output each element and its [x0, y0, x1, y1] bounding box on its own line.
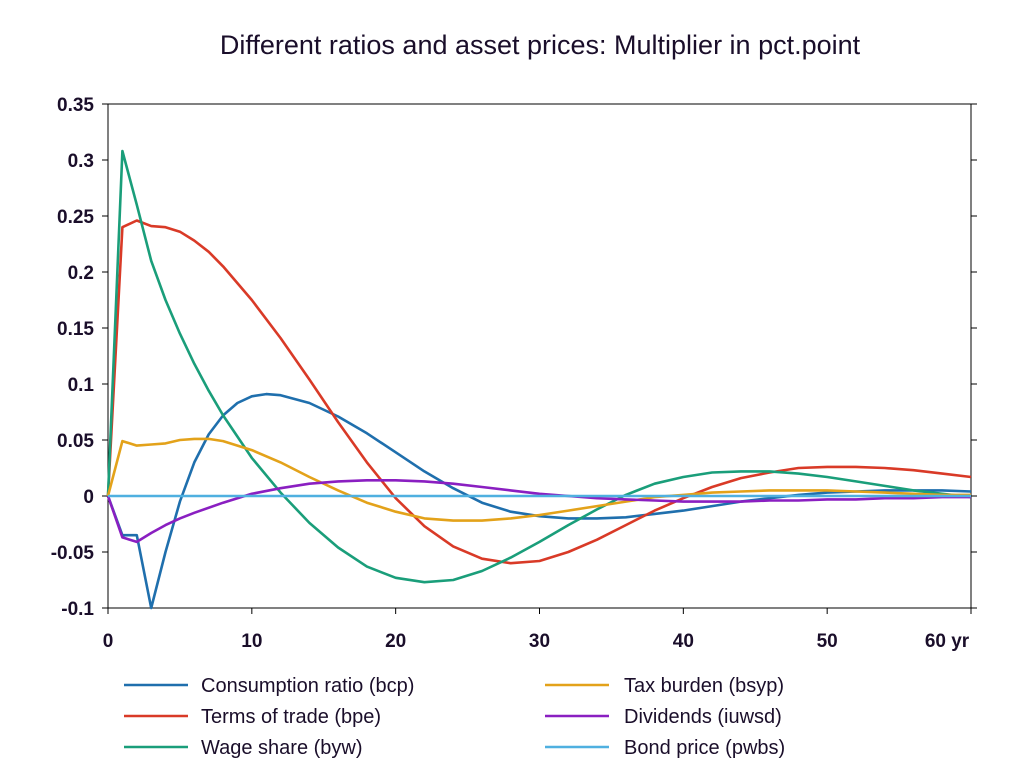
legend-label-wage-share-byw: Wage share (byw): [201, 737, 363, 759]
y-tick-label: 0.2: [68, 263, 94, 284]
legend-label-tax-burden-bsyp: Tax burden (bsyp): [624, 675, 784, 697]
series-line-wage-share-byw: [106, 149, 972, 584]
y-tick-label: 0.05: [57, 431, 94, 452]
legend: Consumption ratio (bcp) Terms of trade (b…: [124, 675, 785, 759]
chart-title: Different ratios and asset prices: Multi…: [219, 30, 861, 60]
series-line-dividends-iuwsd: [106, 478, 971, 544]
y-tick-label: 0.35: [57, 95, 94, 116]
x-tick-label: 50: [817, 631, 838, 652]
legend-label-dividends-iuwsd: Dividends (iuwsd): [624, 706, 782, 728]
x-axis: 0 10 20 30 40 50 60 yr: [103, 608, 972, 652]
legend-label-consumption-ratio-bcp: Consumption ratio (bcp): [201, 675, 414, 697]
x-tick-label: 30: [529, 631, 550, 652]
y-tick-label: -0.05: [51, 543, 95, 564]
y-tick-label: 0.25: [57, 207, 94, 228]
x-tick-label: 60 yr: [925, 631, 970, 652]
y-tick-label: 0: [83, 487, 94, 508]
series-line-terms-of-trade-bpe: [106, 219, 972, 565]
plot-frame: [107, 103, 972, 609]
x-tick-label: 40: [673, 631, 694, 652]
legend-label-terms-of-trade-bpe: Terms of trade (bpe): [201, 706, 381, 728]
x-tick-label: 10: [241, 631, 262, 652]
y-tick-label: -0.1: [61, 599, 94, 620]
legend-label-bond-price-pwbs: Bond price (pwbs): [624, 737, 785, 759]
series-line-tax-burden-bsyp: [106, 437, 971, 522]
series-layer: [106, 149, 972, 610]
y-tick-label: 0.15: [57, 319, 94, 340]
y-tick-label: 0.1: [68, 375, 95, 396]
y-tick-label: 0.3: [68, 151, 94, 172]
x-tick-label: 20: [385, 631, 406, 652]
y-axis: -0.1 -0.05 0 0.05 0.1 0.15 0.2 0.25 0.3 0.35: [51, 95, 977, 620]
x-tick-label: 0: [103, 631, 114, 652]
series-line-consumption-ratio-bcp: [106, 392, 972, 610]
